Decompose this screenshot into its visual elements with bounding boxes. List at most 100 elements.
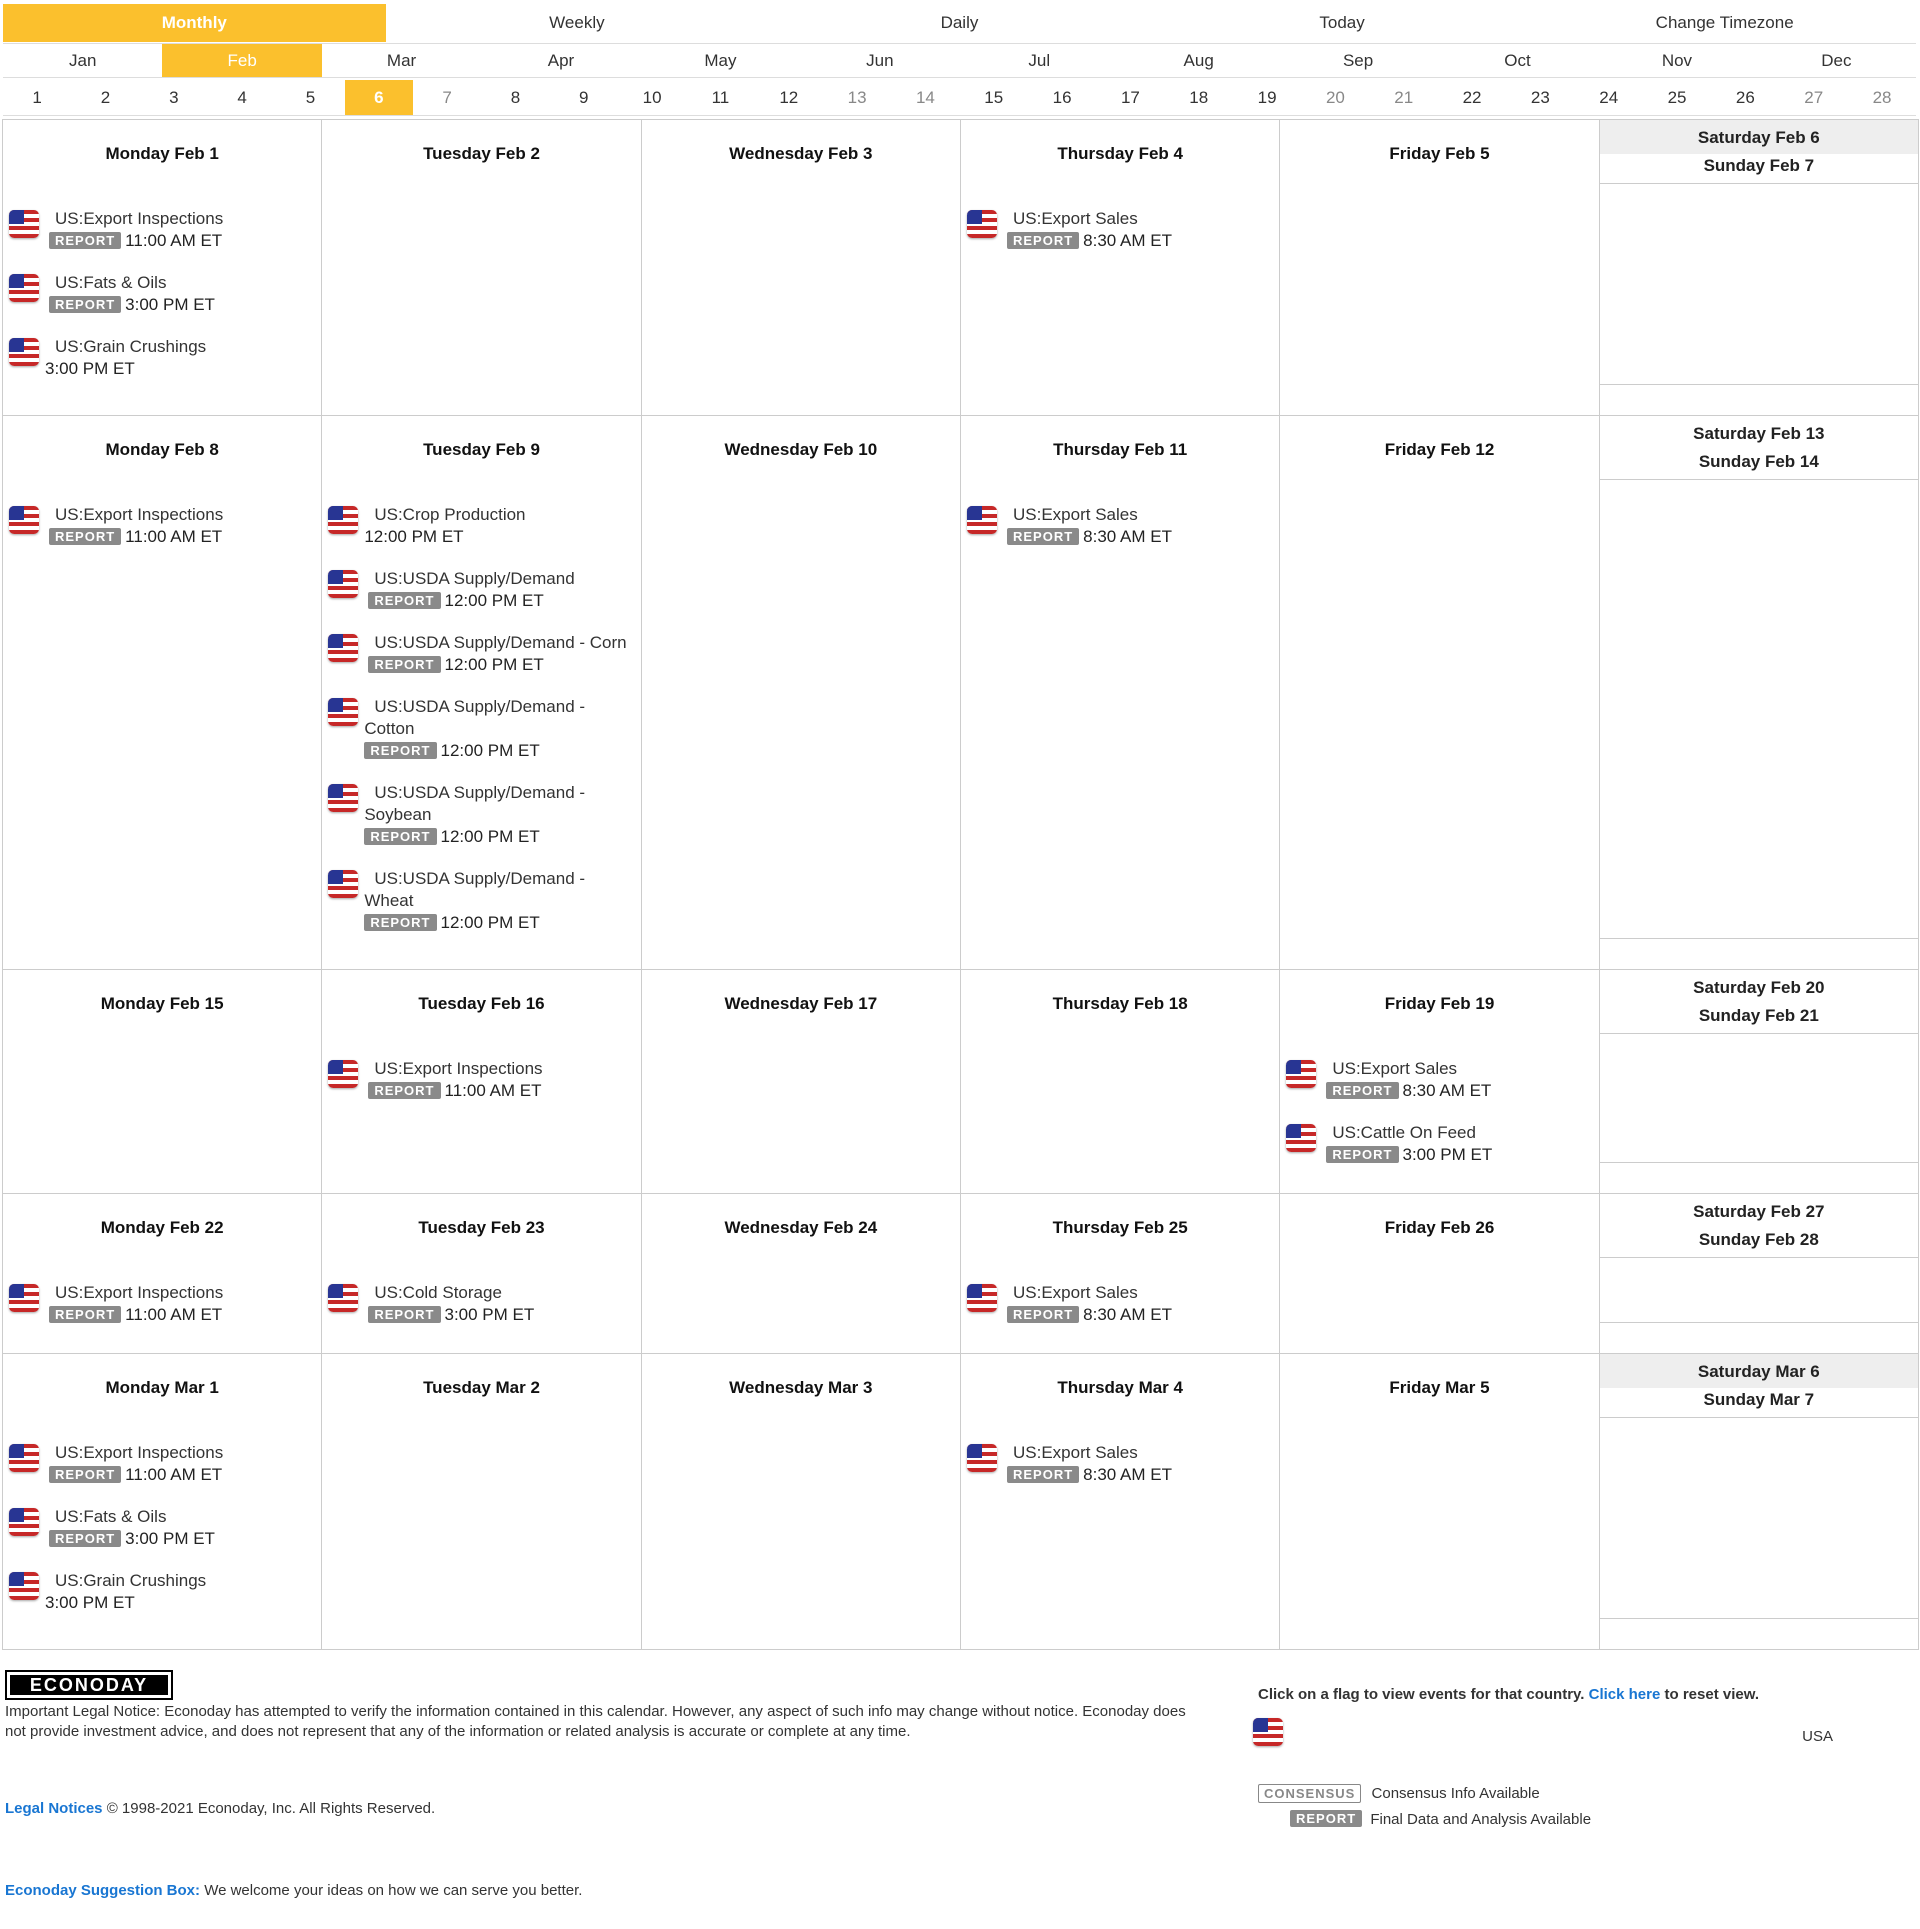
month-tab-jan[interactable]: Jan: [69, 50, 97, 70]
day-link-9[interactable]: 9: [579, 87, 589, 107]
month-tab-nov[interactable]: Nov: [1661, 50, 1693, 70]
event-title[interactable]: US:Export Sales: [1013, 209, 1138, 228]
day-link-19[interactable]: 19: [1257, 87, 1277, 107]
us-flag-icon[interactable]: [967, 1284, 997, 1312]
event-title[interactable]: US:Export Inspections: [55, 505, 224, 524]
event-title[interactable]: US:USDA Supply/Demand -: [374, 783, 586, 802]
report-badge[interactable]: REPORT: [49, 1466, 122, 1483]
day-link-1[interactable]: 1: [32, 87, 42, 107]
calendar-event[interactable]: US:USDA Supply/Demand - Wheat REPORT 12:00 …: [328, 868, 634, 934]
us-flag-icon[interactable]: [1286, 1124, 1317, 1152]
event-title[interactable]: US:Fats & Oils: [55, 1507, 167, 1526]
view-tab-monthly[interactable]: Monthly: [3, 4, 386, 42]
report-badge[interactable]: REPORT: [1326, 1146, 1399, 1163]
calendar-event[interactable]: US:USDA Supply/Demand - Soybean REPORT 12:0…: [328, 782, 634, 848]
day-link-4[interactable]: 4: [237, 87, 247, 107]
day-link-12[interactable]: 12: [779, 87, 799, 107]
us-flag-icon[interactable]: [967, 506, 997, 534]
calendar-event[interactable]: US:Export Sales REPORT 8:30 AM ET: [967, 504, 1273, 548]
event-title[interactable]: US:Export Inspections: [55, 209, 224, 228]
report-badge[interactable]: REPORT: [1326, 1082, 1399, 1099]
report-badge[interactable]: REPORT: [1007, 232, 1080, 249]
view-tab-daily[interactable]: Daily: [940, 13, 979, 32]
day-link-10[interactable]: 10: [642, 87, 662, 107]
suggestion-box-link[interactable]: Econoday Suggestion Box:: [5, 1882, 201, 1899]
us-flag-icon[interactable]: [967, 210, 997, 238]
day-link-13[interactable]: 13: [847, 87, 867, 107]
event-title[interactable]: US:USDA Supply/Demand -: [374, 869, 586, 888]
report-badge[interactable]: REPORT: [49, 296, 122, 313]
us-flag-icon[interactable]: [328, 1284, 359, 1312]
report-badge[interactable]: REPORT: [1007, 528, 1080, 545]
day-link-25[interactable]: 25: [1667, 87, 1687, 107]
day-link-7[interactable]: 7: [442, 87, 452, 107]
day-link-20[interactable]: 20: [1325, 87, 1345, 107]
report-badge[interactable]: REPORT: [364, 914, 437, 931]
calendar-event[interactable]: US:Export Inspections REPORT 11:00 AM ET: [9, 208, 315, 252]
calendar-event[interactable]: US:USDA Supply/Demand - Corn REPORT 12:00 …: [328, 632, 634, 676]
month-tab-apr[interactable]: Apr: [547, 50, 575, 70]
legal-notices-link[interactable]: Legal Notices: [5, 1800, 103, 1817]
calendar-event[interactable]: US:Export Inspections REPORT 11:00 AM ET: [9, 1442, 315, 1486]
us-flag-icon[interactable]: [9, 274, 39, 302]
event-title[interactable]: US:Cold Storage: [374, 1283, 502, 1302]
event-title[interactable]: US:Export Sales: [1013, 1443, 1138, 1462]
us-flag-icon[interactable]: [9, 338, 39, 366]
month-tab-may[interactable]: May: [704, 50, 737, 70]
calendar-event[interactable]: US:Cattle On Feed REPORT 3:00 PM ET: [1286, 1122, 1592, 1166]
calendar-event[interactable]: US:Grain Crushings 3:00 PM ET: [9, 336, 315, 380]
calendar-event[interactable]: US:Export Inspections REPORT 11:00 AM ET: [328, 1058, 634, 1102]
month-tab-dec[interactable]: Dec: [1821, 50, 1852, 70]
event-title[interactable]: US:Export Inspections: [55, 1443, 224, 1462]
calendar-event[interactable]: US:Cold Storage REPORT 3:00 PM ET: [328, 1282, 634, 1326]
event-title[interactable]: US:Grain Crushings: [55, 1571, 207, 1590]
event-title[interactable]: US:Export Inspections: [55, 1283, 224, 1302]
calendar-event[interactable]: US:Export Inspections REPORT 11:00 AM ET: [9, 504, 315, 548]
calendar-event[interactable]: US:Crop Production 12:00 PM ET: [328, 504, 634, 548]
report-badge[interactable]: REPORT: [49, 1306, 122, 1323]
calendar-event[interactable]: US:Fats & Oils REPORT 3:00 PM ET: [9, 272, 315, 316]
event-title[interactable]: US:USDA Supply/Demand -: [374, 697, 586, 716]
us-flag-icon[interactable]: [9, 506, 39, 534]
report-badge[interactable]: REPORT: [1007, 1466, 1080, 1483]
event-title[interactable]: US:Export Sales: [1013, 505, 1138, 524]
calendar-event[interactable]: US:Export Sales REPORT 8:30 AM ET: [967, 1442, 1273, 1486]
calendar-event[interactable]: US:Export Sales REPORT 8:30 AM ET: [967, 1282, 1273, 1326]
day-link-17[interactable]: 17: [1120, 87, 1140, 107]
calendar-event[interactable]: US:USDA Supply/Demand - Cotton REPORT 12:00…: [328, 696, 634, 762]
day-link-11[interactable]: 11: [711, 87, 730, 107]
us-flag-icon[interactable]: [967, 1444, 997, 1472]
day-link-24[interactable]: 24: [1599, 87, 1619, 107]
report-badge[interactable]: REPORT: [49, 1530, 122, 1547]
view-tab-weekly[interactable]: Weekly: [549, 13, 605, 32]
calendar-event[interactable]: US:Fats & Oils REPORT 3:00 PM ET: [9, 1506, 315, 1550]
month-tab-jul[interactable]: Jul: [1028, 50, 1051, 70]
day-link-28[interactable]: 28: [1872, 87, 1892, 107]
event-title[interactable]: US:USDA Supply/Demand: [374, 569, 575, 588]
event-title[interactable]: US:Fats & Oils: [55, 273, 167, 292]
day-link-2[interactable]: 2: [100, 87, 111, 107]
calendar-event[interactable]: US:USDA Supply/Demand REPORT 12:00 PM ET: [328, 568, 634, 612]
day-link-14[interactable]: 14: [915, 87, 935, 107]
report-badge[interactable]: REPORT: [368, 592, 441, 609]
day-link-27[interactable]: 27: [1804, 87, 1824, 107]
event-title[interactable]: US:Export Sales: [1013, 1283, 1138, 1302]
us-flag-icon[interactable]: [9, 210, 39, 238]
report-badge[interactable]: REPORT: [49, 232, 122, 249]
day-link-16[interactable]: 16: [1052, 87, 1072, 107]
month-tab-oct[interactable]: Oct: [1504, 50, 1531, 70]
us-flag-icon[interactable]: [1286, 1060, 1317, 1088]
calendar-event[interactable]: US:Grain Crushings 3:00 PM ET: [9, 1570, 315, 1614]
report-badge[interactable]: REPORT: [368, 656, 441, 673]
report-badge[interactable]: REPORT: [368, 1082, 441, 1099]
calendar-event[interactable]: US:Export Sales REPORT 8:30 AM ET: [1286, 1058, 1592, 1102]
month-tab-mar[interactable]: Mar: [386, 50, 417, 70]
event-title[interactable]: US:USDA Supply/Demand - Corn: [374, 633, 627, 652]
report-badge[interactable]: REPORT: [364, 742, 437, 759]
day-link-3[interactable]: 3: [169, 87, 179, 107]
us-flag-icon[interactable]: [328, 634, 359, 662]
us-flag-icon[interactable]: [328, 870, 359, 898]
us-flag-icon[interactable]: [328, 506, 359, 534]
event-title[interactable]: US:Cattle On Feed: [1332, 1123, 1476, 1142]
event-title-continued[interactable]: Wheat: [364, 891, 414, 910]
